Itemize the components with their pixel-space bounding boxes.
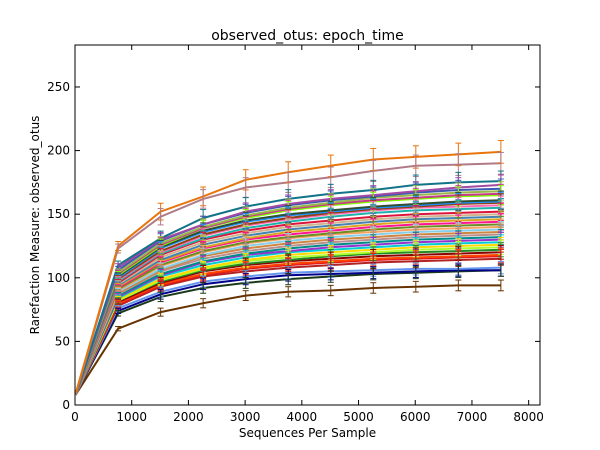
y-tick-label: 250 (47, 80, 70, 94)
x-tick-label: 1000 (116, 410, 147, 424)
y-axis-label: Rarefaction Measure: observed_otus (28, 116, 42, 335)
x-tick-label: 3000 (230, 410, 261, 424)
x-axis-label: Sequences Per Sample (239, 426, 376, 440)
x-tick-label: 8000 (513, 410, 544, 424)
x-tick-label: 6000 (400, 410, 431, 424)
axis-ticks: 0 1000 2000 3000 4000 5000 6000 7000 8000 0 50 100 1… (47, 45, 544, 424)
x-tick-label: 0 (71, 410, 79, 424)
x-tick-label: 2000 (173, 410, 204, 424)
chart-title: observed_otus: epoch_time (211, 28, 404, 44)
y-tick-label: 50 (55, 334, 70, 348)
x-tick-label: 7000 (457, 410, 488, 424)
plot-frame (74, 44, 541, 406)
y-tick-label: 0 (62, 398, 70, 412)
y-tick-label: 200 (47, 144, 70, 158)
error-bars (115, 139, 504, 332)
x-tick-label: 4000 (287, 410, 318, 424)
y-tick-label: 150 (47, 207, 70, 221)
y-tick-label: 100 (47, 271, 70, 285)
x-tick-label: 5000 (343, 410, 374, 424)
